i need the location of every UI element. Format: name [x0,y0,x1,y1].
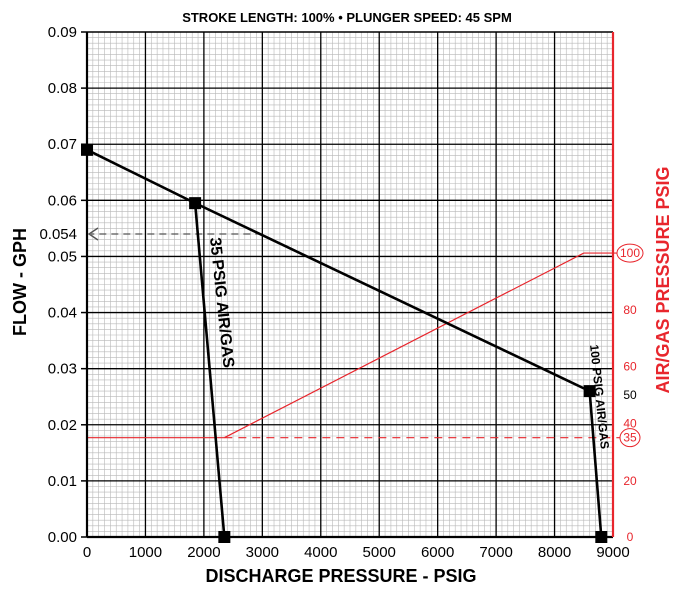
flow-054-arrowhead [87,227,99,241]
x-tick-label: 7000 [479,544,512,561]
chart-labels: STROKE LENGTH: 100% • PLUNGER SPEED: 45 … [10,10,673,586]
y-tick-label: 0.07 [48,136,77,153]
air-pressure-rise-line [224,252,585,439]
data-point-marker [583,385,596,398]
y2-tick-label: 0 [627,530,634,544]
y-tick-label: 0.05 [48,248,77,265]
y-tick-label: 0.03 [48,361,77,378]
series-line-2 [588,391,603,538]
x-tick-label: 9000 [596,544,629,561]
chart-title: STROKE LENGTH: 100% • PLUNGER SPEED: 45 … [182,10,512,25]
y2-circled-tick-label: 100 [620,246,640,260]
series-line-1 [193,203,226,538]
x-tick-label: 2000 [187,544,220,561]
x-tick-label: 4000 [304,544,337,561]
y-axis-label: FLOW - GPH [10,228,30,336]
x-tick-label: 6000 [421,544,454,561]
x-tick-label: 5000 [363,544,396,561]
y-tick-label: 0.02 [48,417,77,434]
y-tick-labels: 0.00 0.01 0.02 0.03 0.04 0.05 0.06 0.07 0.08 0.09… [39,24,77,546]
y-marker-label: 0.054 [39,226,77,243]
y-tick-label: 0.09 [48,24,77,41]
major-grid [87,32,613,537]
y2-circled-tick-label: 35 [623,431,637,445]
x-tick-label: 3000 [246,544,279,561]
y2-tick-label: 60 [623,359,637,373]
x-tick-label: 1000 [129,544,162,561]
y2-tick-label: 80 [623,303,637,317]
data-point-marker [189,197,202,210]
y2-axis-label: AIR/GAS PRESSURE PSIG [653,166,673,393]
x-tick-labels: 0 1000 2000 3000 4000 5000 6000 7000 8000 9000 [83,544,630,561]
y2-tick-label: 50 [623,388,637,402]
y2-tick-labels: 0 20 40 50 60 80 35 100 [616,243,644,544]
y2-tick-label: 40 [623,417,637,431]
y-tick-label: 0.04 [48,305,77,322]
x-tick-label: 8000 [538,544,571,561]
y2-circled-tick-marker [616,243,644,263]
y2-tick-label: 20 [623,474,637,488]
y-tick-label: 0.08 [48,80,77,97]
y2-circled-tick-marker [619,428,641,448]
x-tick-label: 0 [83,544,91,561]
x-axis-label: DISCHARGE PRESSURE - PSIG [205,566,476,586]
y-tick-label: 0.01 [48,473,77,490]
minor-grid [87,32,613,537]
y-tick-label: 0.00 [48,529,77,546]
axes [81,31,615,539]
y-tick-label: 0.06 [48,192,77,209]
